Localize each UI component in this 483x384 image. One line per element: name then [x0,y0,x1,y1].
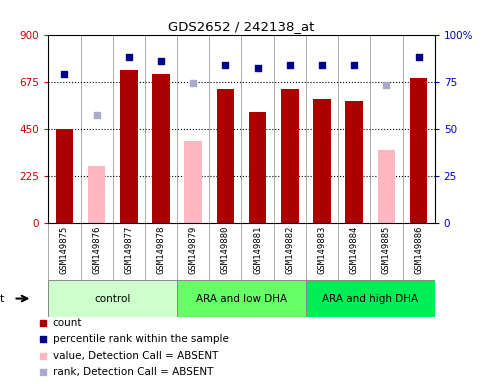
Point [39,369,46,375]
Text: GSM149885: GSM149885 [382,225,391,274]
Text: GSM149881: GSM149881 [253,225,262,274]
Bar [152,74,170,223]
Point [254,65,261,71]
Bar [185,141,202,223]
Point [157,58,165,64]
Text: GSM149877: GSM149877 [124,225,133,274]
Point [286,61,294,68]
Text: GSM149879: GSM149879 [189,225,198,274]
Point [350,61,358,68]
Text: rank, Detection Call = ABSENT: rank, Detection Call = ABSENT [53,367,213,377]
Text: control: control [95,293,131,304]
Point [39,336,46,343]
Point [222,61,229,68]
Title: GDS2652 / 242138_at: GDS2652 / 242138_at [168,20,315,33]
Bar [281,89,298,223]
Point [60,71,68,77]
Point [318,61,326,68]
Bar [410,78,427,223]
Bar [313,99,331,223]
Point [39,320,46,326]
Text: GSM149878: GSM149878 [156,225,166,274]
Text: GSM149882: GSM149882 [285,225,294,274]
Point [125,54,133,60]
Text: GSM149883: GSM149883 [317,225,327,274]
Point [383,82,390,88]
Text: value, Detection Call = ABSENT: value, Detection Call = ABSENT [53,351,218,361]
Point [93,113,100,119]
Bar [249,112,267,223]
Text: GSM149876: GSM149876 [92,225,101,274]
Point [189,80,197,86]
Text: percentile rank within the sample: percentile rank within the sample [53,334,229,344]
Point [39,353,46,359]
Text: count: count [53,318,82,328]
Bar [216,89,234,223]
Bar [177,280,306,317]
Bar [88,166,105,223]
Text: ARA and low DHA: ARA and low DHA [196,293,287,304]
Text: GSM149884: GSM149884 [350,225,359,274]
Text: GSM149880: GSM149880 [221,225,230,274]
Bar [378,149,395,223]
Text: GSM149886: GSM149886 [414,225,423,274]
Bar [56,129,73,223]
Text: GSM149875: GSM149875 [60,225,69,274]
Text: ARA and high DHA: ARA and high DHA [322,293,418,304]
Text: agent: agent [0,293,5,304]
Bar [120,70,138,223]
Point [415,54,423,60]
Bar [306,280,435,317]
Bar [345,101,363,223]
Bar [48,280,177,317]
